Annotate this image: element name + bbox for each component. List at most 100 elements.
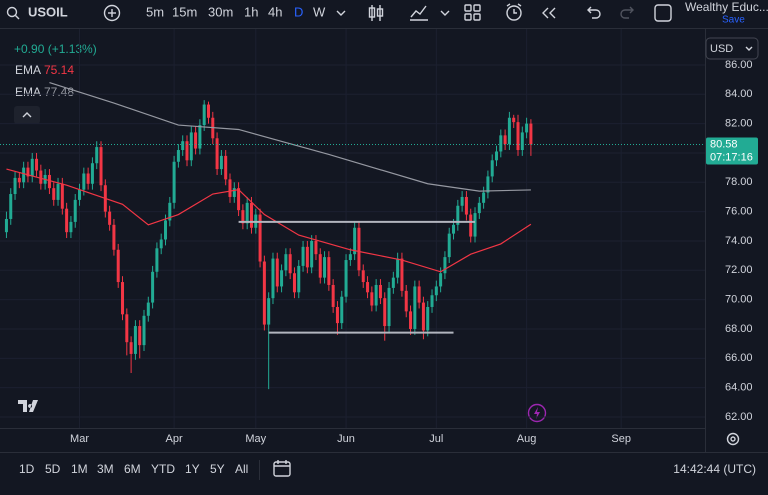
candle-body [181, 141, 185, 151]
currency[interactable]: USD [710, 43, 733, 55]
candle-body [151, 271, 155, 303]
undo-button[interactable] [587, 6, 601, 19]
layout-button[interactable] [464, 4, 481, 21]
candle-body [292, 273, 296, 293]
candle-body [434, 286, 438, 296]
timeframe-button[interactable]: 4h [268, 4, 282, 19]
candle-body [318, 254, 322, 278]
symbol[interactable]: USOIL [28, 4, 68, 19]
candle-body [464, 196, 468, 215]
price-change: +0.90 (+1.13%) [14, 42, 97, 56]
candle-body [490, 160, 494, 177]
range-button[interactable]: 1D [19, 462, 35, 476]
price-label-box [706, 137, 758, 165]
candle-body [288, 254, 292, 274]
save-button[interactable]: Save [722, 15, 745, 26]
candle-body [262, 261, 266, 325]
candle-body [301, 246, 305, 266]
candle-body [370, 292, 374, 306]
timeframe-menu[interactable] [336, 10, 346, 16]
redo-button[interactable] [620, 6, 634, 19]
range-button[interactable]: 1Y [185, 462, 200, 476]
range-button[interactable]: 1M [71, 462, 88, 476]
timeframe-button[interactable]: 15m [172, 4, 197, 19]
currency-button[interactable] [705, 37, 759, 60]
ema-label: EMA [15, 63, 41, 77]
candle-body [361, 270, 365, 283]
candle-body [529, 123, 533, 145]
account-name[interactable]: Wealthy Educ... [685, 0, 768, 14]
range-button[interactable]: 5D [45, 462, 61, 476]
ema-value: 75.14 [44, 63, 74, 77]
lightning-button[interactable] [527, 403, 547, 423]
y-tick-label: 76.00 [725, 206, 753, 218]
candle-body [503, 135, 507, 145]
candle-body [146, 302, 150, 316]
candle-body [374, 284, 378, 306]
candle-body [452, 224, 456, 234]
candle-body [73, 199, 77, 222]
ema-value: 77.48 [44, 85, 74, 99]
fullscreen-button[interactable] [654, 4, 672, 22]
candle-body [159, 239, 163, 249]
candle-body [22, 167, 26, 183]
search-icon[interactable] [6, 6, 20, 20]
x-tick-label: Apr [166, 433, 183, 445]
candle-body [185, 141, 189, 161]
replay-button[interactable] [542, 7, 556, 19]
candle-body [155, 248, 159, 272]
candle-body [387, 287, 391, 327]
candle-body [241, 210, 245, 224]
timeframe-button[interactable]: 30m [208, 4, 233, 19]
candle-body [447, 233, 451, 258]
timeframe-button[interactable]: W [313, 4, 326, 19]
candle-body [275, 258, 279, 287]
y-tick-label: 62.00 [725, 411, 753, 423]
candle-body [69, 221, 73, 233]
candle-body [409, 311, 413, 329]
y-tick-label: 84.00 [725, 88, 753, 100]
candle-body [108, 211, 112, 225]
candle-body [271, 258, 275, 299]
range-button[interactable]: 6M [124, 462, 141, 476]
candle-body [335, 306, 339, 324]
y-tick-label: 64.00 [725, 382, 753, 394]
candle-body [378, 284, 382, 299]
candle-body [52, 188, 56, 200]
templates-menu[interactable] [440, 10, 450, 16]
timeframe-button[interactable]: 1h [244, 4, 258, 19]
price-label: 80.58 [710, 138, 738, 150]
candle-body [99, 147, 103, 186]
candle-body [26, 167, 30, 177]
candle-body [516, 122, 520, 151]
candle-body [486, 176, 490, 193]
x-tick-label: Aug [517, 433, 537, 445]
range-button[interactable]: 3M [97, 462, 114, 476]
range-button[interactable]: 5Y [210, 462, 225, 476]
range-button[interactable]: YTD [151, 462, 175, 476]
candle-body [284, 254, 288, 271]
candle-body [47, 174, 51, 189]
clock[interactable]: 14:42:44 (UTC) [673, 462, 756, 476]
x-tick-label: Jul [429, 433, 443, 445]
settings-button[interactable] [726, 432, 740, 446]
candle-body [477, 202, 481, 214]
range-button[interactable]: All [235, 462, 248, 476]
candle-body [168, 202, 172, 221]
timeframe-button[interactable]: 5m [146, 4, 164, 19]
date-range-button[interactable] [273, 460, 291, 477]
candle-body [232, 188, 236, 197]
candle-body [439, 273, 443, 287]
candle-body [202, 104, 206, 126]
candle-body [138, 326, 142, 346]
candle-body [56, 183, 60, 200]
chart-type-button[interactable] [368, 5, 384, 21]
candle-body [198, 125, 202, 149]
collapse-legend[interactable] [14, 106, 40, 124]
compare-button[interactable] [103, 4, 121, 22]
indicators-button[interactable] [410, 5, 428, 21]
alert-button[interactable] [506, 3, 522, 21]
timeframe-button[interactable]: D [294, 4, 303, 19]
candle-body [30, 158, 34, 177]
